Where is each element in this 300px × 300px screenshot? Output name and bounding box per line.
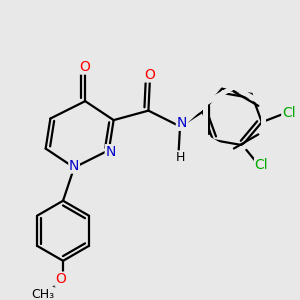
Text: O: O: [80, 60, 91, 74]
Text: N: N: [105, 145, 116, 159]
Text: O: O: [145, 68, 155, 82]
Text: N: N: [69, 159, 79, 173]
Text: N: N: [176, 116, 187, 130]
Text: O: O: [55, 272, 66, 286]
Text: H: H: [176, 151, 185, 164]
Text: CH₃: CH₃: [31, 287, 54, 300]
Text: Cl: Cl: [282, 106, 296, 120]
Text: Cl: Cl: [255, 158, 268, 172]
